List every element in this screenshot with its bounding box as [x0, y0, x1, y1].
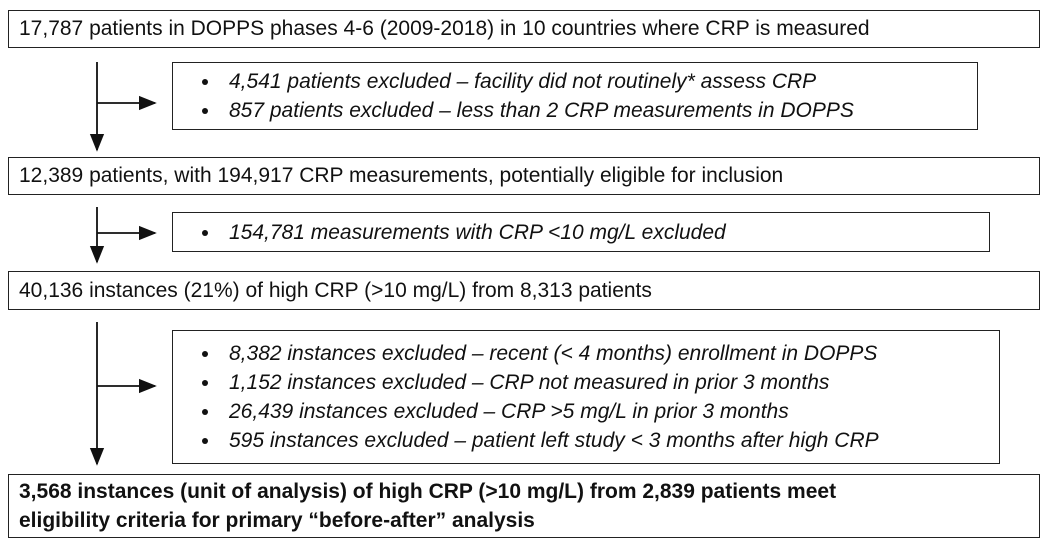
exclusion-box: 4,541 patients excluded – facility did n… [172, 62, 978, 130]
step-text: 40,136 instances (21%) of high CRP (>10 … [19, 278, 652, 302]
final-text: eligibility criteria for primary “before… [19, 509, 535, 532]
step-box: 40,136 instances (21%) of high CRP (>10 … [8, 271, 1040, 310]
exclusion-item: 595 instances excluded – patient left st… [221, 426, 989, 455]
final-text: 3,568 instances (unit of analysis) of hi… [19, 480, 837, 503]
step-box: 17,787 patients in DOPPS phases 4-6 (200… [8, 10, 1040, 48]
step-box: 12,389 patients, with 194,917 CRP measur… [8, 157, 1040, 195]
step-text: 17,787 patients in DOPPS phases 4-6 (200… [19, 17, 870, 40]
exclusion-box: 8,382 instances excluded – recent (< 4 m… [172, 330, 1000, 464]
final-box: 3,568 instances (unit of analysis) of hi… [8, 474, 1040, 538]
step-text: 12,389 patients, with 194,917 CRP measur… [19, 164, 784, 187]
exclusion-item: 857 patients excluded – less than 2 CRP … [221, 96, 967, 125]
exclusion-item: 4,541 patients excluded – facility did n… [221, 67, 967, 96]
exclusion-box: 154,781 measurements with CRP <10 mg/L e… [172, 212, 990, 252]
exclusion-item: 154,781 measurements with CRP <10 mg/L e… [221, 218, 979, 247]
exclusion-item: 8,382 instances excluded – recent (< 4 m… [221, 339, 989, 368]
exclusion-item: 26,439 instances excluded – CRP >5 mg/L … [221, 397, 989, 426]
exclusion-item: 1,152 instances excluded – CRP not measu… [221, 368, 989, 397]
